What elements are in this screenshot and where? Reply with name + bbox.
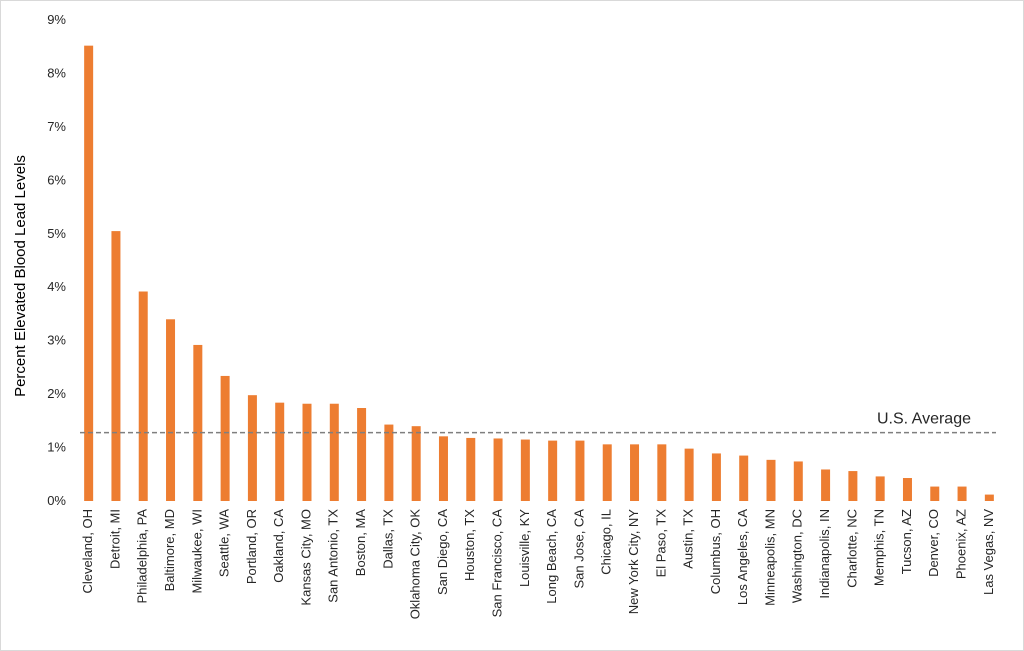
bar (793, 461, 803, 501)
y-tick-label: 5% (47, 226, 66, 241)
bar (438, 436, 448, 501)
bar (548, 440, 558, 501)
x-axis-labels: Cleveland, OH Detroit, MI Philadelphia, PA… (80, 509, 996, 620)
y-tick-label: 8% (47, 65, 66, 80)
x-tick-label: Louisville, KY (517, 509, 532, 587)
x-tick-label: Los Angeles, CA (735, 509, 750, 605)
bar (684, 448, 694, 501)
x-tick-label: Detroit, MI (107, 509, 122, 569)
y-axis-ticks: 0% 1% 2% 3% 4% 5% 6% 7% 8% 9% (47, 12, 66, 508)
bar (193, 344, 203, 501)
bars (84, 45, 994, 502)
x-tick-label: Indianapolis, IN (817, 509, 832, 599)
x-tick-label: Chicago, IL (599, 509, 614, 575)
bar (930, 486, 940, 501)
x-tick-label: Milwaukee, WI (189, 509, 204, 594)
x-tick-label: Houston, TX (462, 509, 477, 581)
x-tick-label: Dallas, TX (380, 509, 395, 569)
x-tick-label: Tucson, AZ (899, 509, 914, 574)
x-tick-label: Seattle, WA (217, 509, 232, 577)
bar (984, 494, 994, 501)
x-tick-label: Denver, CO (926, 509, 941, 577)
x-tick-label: El Paso, TX (653, 509, 668, 578)
bar (575, 440, 585, 501)
bar (875, 476, 885, 501)
bar (247, 395, 257, 501)
bar (902, 478, 912, 501)
bar (848, 471, 858, 501)
x-tick-label: Philadelphia, PA (135, 509, 150, 604)
x-tick-label: Oakland, CA (271, 509, 286, 583)
x-tick-label: Oklahoma City, OK (408, 509, 423, 620)
x-tick-label: San Jose, CA (571, 509, 586, 589)
bar (84, 45, 94, 502)
bar (766, 459, 776, 501)
x-tick-label: Phoenix, AZ (953, 509, 968, 579)
bar (329, 403, 339, 501)
bar (821, 469, 831, 501)
y-tick-label: 1% (47, 440, 66, 455)
x-tick-label: Kansas City, MO (298, 509, 313, 606)
y-tick-label: 0% (47, 493, 66, 508)
y-tick-label: 4% (47, 279, 66, 294)
x-tick-label: Baltimore, MD (162, 509, 177, 591)
us-average-label: U.S. Average (877, 411, 971, 428)
bar (630, 444, 640, 501)
bar (493, 438, 503, 501)
bar (711, 453, 721, 501)
y-tick-label: 7% (47, 119, 66, 134)
x-tick-label: Las Vegas, NV (981, 509, 996, 595)
x-tick-label: Columbus, OH (708, 509, 723, 594)
y-tick-label: 2% (47, 386, 66, 401)
bar (657, 444, 667, 501)
x-tick-label: Austin, TX (681, 509, 696, 569)
y-tick-label: 6% (47, 172, 66, 187)
bar (520, 439, 530, 501)
x-tick-label: Washington, DC (790, 509, 805, 603)
x-tick-label: San Antonio, TX (326, 509, 341, 603)
x-tick-label: Minneapolis, MN (762, 509, 777, 606)
bar (302, 403, 312, 501)
bar (166, 319, 176, 501)
bar (111, 231, 121, 501)
bar (739, 455, 749, 501)
y-axis-label: Percent Elevated Blood Lead Levels (12, 155, 29, 397)
y-tick-label: 3% (47, 333, 66, 348)
y-tick-label: 9% (47, 12, 66, 27)
x-tick-label: Cleveland, OH (80, 509, 95, 594)
x-tick-label: Memphis, TN (872, 509, 887, 586)
bar (357, 408, 367, 501)
bar (220, 375, 230, 501)
bar (275, 402, 285, 501)
bar (466, 437, 476, 501)
x-tick-label: San Francisco, CA (489, 509, 504, 618)
x-tick-label: Charlotte, NC (844, 509, 859, 588)
bar (411, 426, 421, 501)
x-tick-label: Boston, MA (353, 509, 368, 577)
bar (384, 424, 394, 501)
x-tick-label: New York City, NY (626, 509, 641, 615)
bar (138, 291, 148, 501)
bar (602, 444, 612, 501)
bar (957, 486, 967, 501)
x-tick-label: Long Beach, CA (544, 509, 559, 604)
x-tick-label: Portland, OR (244, 509, 259, 584)
x-tick-label: San Diego, CA (435, 509, 450, 595)
